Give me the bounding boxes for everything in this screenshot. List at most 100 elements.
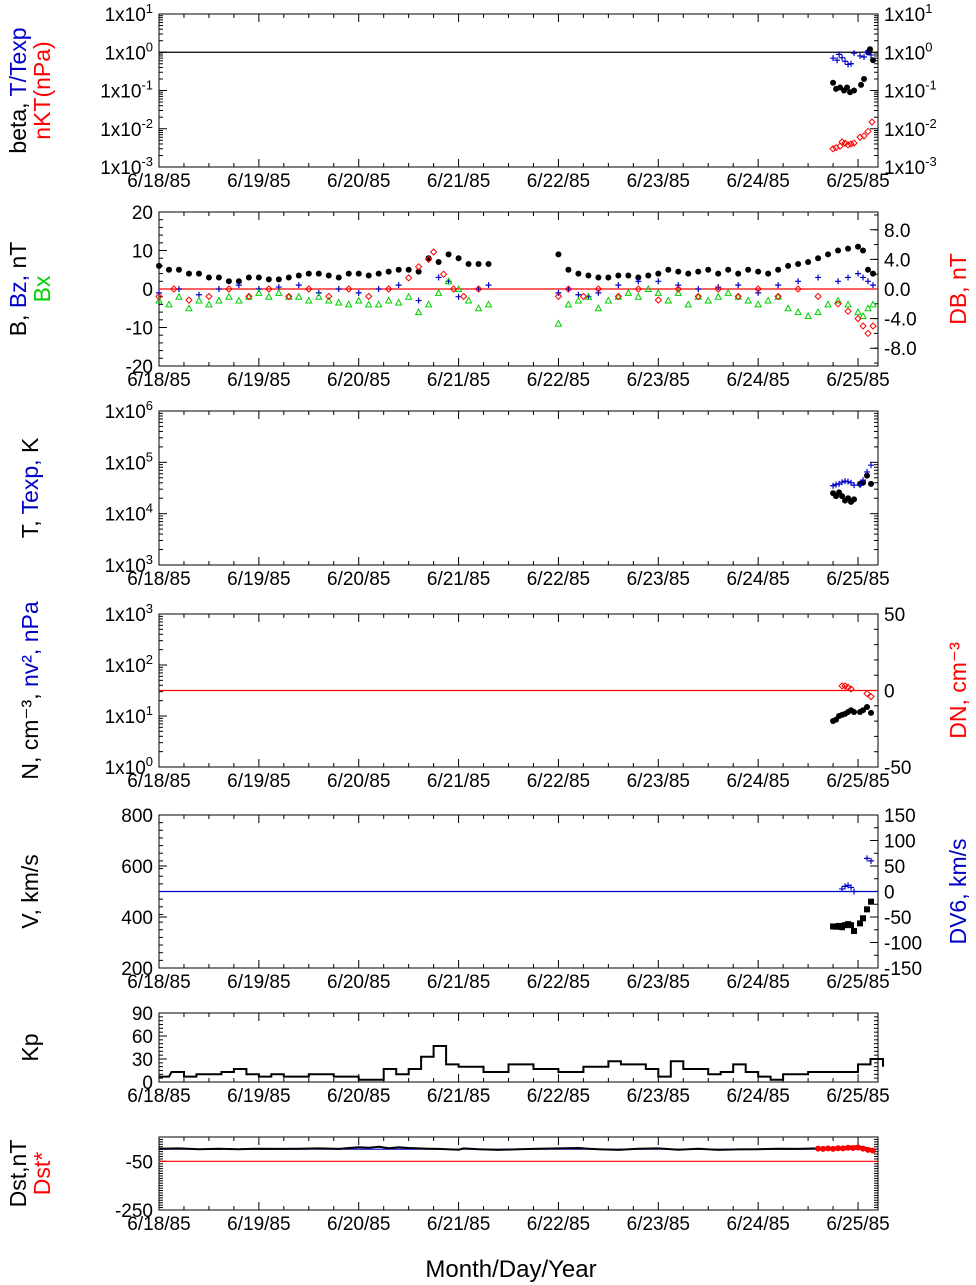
y-tick-label-right: 1x10-1 <box>884 78 937 103</box>
data-point <box>345 270 352 277</box>
data-point <box>644 284 653 292</box>
data-point <box>385 268 392 275</box>
x-tick-label: 6/25/85 <box>826 1086 889 1107</box>
y-tick-label: 1x10-1 <box>100 78 153 103</box>
data-point <box>275 276 282 283</box>
y-tick-label: 200 <box>121 959 153 980</box>
data-point <box>824 300 832 308</box>
y-tick-label: 1x106 <box>105 398 153 423</box>
data-point <box>814 292 822 301</box>
data-point <box>804 311 812 319</box>
data-point <box>815 255 822 262</box>
panel-magnetic-field: 6/18/85 6/19/85 6/20/85 6/21/85 6/22/85 6/23/… <box>5 203 971 391</box>
data-point <box>185 296 193 304</box>
data-point <box>185 270 192 277</box>
data-point <box>844 84 851 91</box>
x-tick-label: 6/22/85 <box>527 1086 590 1107</box>
data-point <box>735 270 742 277</box>
y-tick-label: -10 <box>126 319 153 340</box>
data-point <box>845 274 852 281</box>
data-point <box>795 278 802 285</box>
data-point <box>404 274 413 282</box>
y-tick-label-right: 1x101 <box>884 1 932 26</box>
data-point <box>868 898 875 905</box>
data-point <box>464 296 473 304</box>
data-point <box>170 285 178 293</box>
data-point <box>695 286 702 292</box>
data-point <box>475 260 482 267</box>
data-point <box>869 322 877 330</box>
data-point <box>860 1145 867 1152</box>
data-point <box>814 308 822 316</box>
data-point <box>859 311 867 319</box>
data-point <box>775 282 782 289</box>
data-point <box>635 274 642 281</box>
data-point <box>820 1145 827 1152</box>
data-point <box>868 709 875 716</box>
data-point <box>624 288 633 296</box>
x-tick-label: 6/20/85 <box>327 569 390 590</box>
y-tick-label: 10 <box>132 242 153 263</box>
x-tick-label: 6/20/85 <box>327 1086 390 1107</box>
data-point <box>714 292 723 300</box>
y-tick-label: 20 <box>132 203 153 224</box>
data-point <box>554 319 563 327</box>
y-tick-label: 30 <box>132 1050 153 1071</box>
panel-density: 6/18/85 6/19/85 6/20/85 6/21/85 6/22/85 6/23/… <box>17 601 971 792</box>
x-tick-label: 6/23/85 <box>627 1086 690 1107</box>
panel-beta: 6/18/85 6/19/85 6/20/85 6/21/85 6/22/85 6/23/… <box>5 1 937 192</box>
plot-frame <box>158 410 879 566</box>
data-point <box>655 278 662 285</box>
data-point <box>604 296 613 304</box>
data-point <box>868 118 876 126</box>
data-point <box>274 288 283 296</box>
data-point <box>695 268 702 275</box>
x-tick-label: 6/23/85 <box>627 972 690 993</box>
x-tick-label: 6/25/85 <box>826 972 889 993</box>
x-tick-label: 6/24/85 <box>726 171 789 192</box>
data-point <box>384 285 393 293</box>
data-point <box>838 682 846 690</box>
data-point <box>734 292 743 300</box>
data-point <box>175 292 183 300</box>
data-point <box>864 49 871 56</box>
y-axis-title: Dst,nT <box>5 1140 31 1208</box>
data-point <box>455 255 462 262</box>
y-tick-label: -20 <box>126 357 153 378</box>
y-axis-title: T, Texp, K <box>17 437 43 538</box>
x-tick-label: 6/25/85 <box>826 771 889 792</box>
data-point <box>444 277 453 285</box>
y-tick-label-right: 1x10-2 <box>884 116 937 141</box>
data-point <box>851 87 858 94</box>
x-tick-label: 6/18/85 <box>127 370 190 391</box>
data-point <box>395 282 402 289</box>
data-point <box>868 480 875 487</box>
data-point <box>845 61 852 68</box>
data-point <box>404 292 413 300</box>
x-tick-label: 6/21/85 <box>427 171 490 192</box>
data-point <box>870 1147 877 1154</box>
right-tick-label: -100 <box>884 934 922 955</box>
data-point <box>625 272 632 279</box>
x-tick-label: 6/24/85 <box>726 1214 789 1235</box>
data-point <box>325 272 332 279</box>
x-tick-label: 6/18/85 <box>127 171 190 192</box>
data-point <box>815 274 822 281</box>
data-point <box>424 300 433 308</box>
data-point <box>345 285 353 293</box>
data-point <box>635 278 642 285</box>
data-point <box>375 286 382 292</box>
y-axis-title-secondary: nKT(nPa) <box>29 41 55 139</box>
data-point <box>734 292 742 301</box>
data-point <box>735 282 742 289</box>
x-tick-label: 6/24/85 <box>726 972 789 993</box>
data-point <box>795 260 802 267</box>
data-point <box>848 884 855 891</box>
right-tick-label: 0 <box>884 883 895 904</box>
data-point <box>394 298 403 306</box>
data-point <box>861 54 868 61</box>
data-point <box>850 1144 857 1151</box>
y-tick-label: 0 <box>142 1073 153 1094</box>
data-point <box>324 296 333 304</box>
data-point <box>755 289 762 296</box>
